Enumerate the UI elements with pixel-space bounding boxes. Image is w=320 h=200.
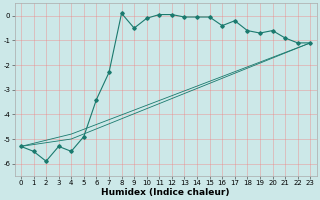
X-axis label: Humidex (Indice chaleur): Humidex (Indice chaleur) (101, 188, 230, 197)
